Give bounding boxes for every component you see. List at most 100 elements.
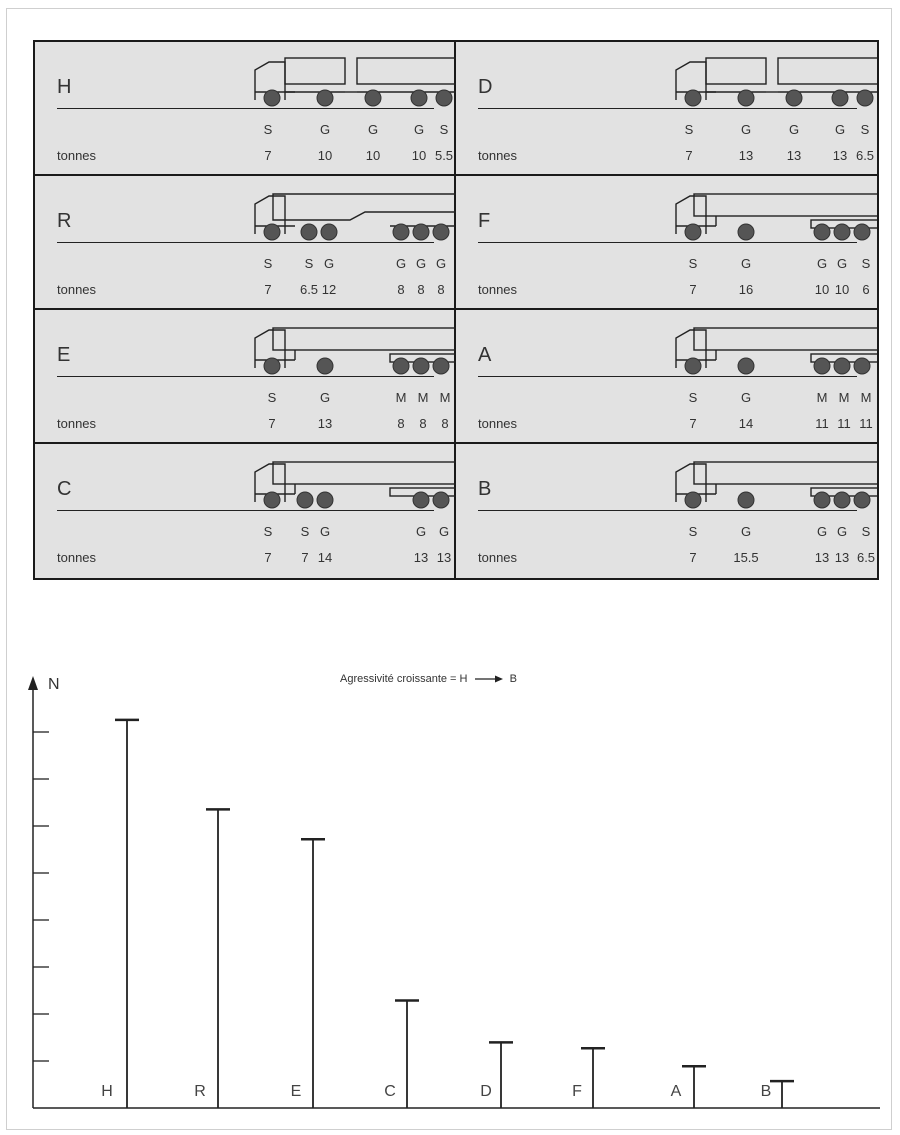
wheel-icon xyxy=(831,89,849,107)
wheel-icon xyxy=(833,223,851,241)
tonnes-label: tonnes xyxy=(57,148,97,163)
axle-type: G xyxy=(435,256,447,271)
axle-load: 13 xyxy=(413,550,429,565)
arrow-right-icon xyxy=(474,675,503,683)
axle-load-row: 7 13 8 8 8 xyxy=(35,416,454,432)
wheel-icon xyxy=(300,223,318,241)
axle-load: 8 xyxy=(437,282,445,297)
tonnes-label: tonnes xyxy=(478,282,518,297)
axle-type: S xyxy=(439,122,449,137)
axle-load: 13 xyxy=(317,416,333,431)
axle-load: 10 xyxy=(814,282,830,297)
axle-type: G xyxy=(319,390,331,405)
axle-load-row: 7 7 14 13 13 xyxy=(35,550,454,566)
axle-load: 13 xyxy=(814,550,830,565)
wheel-icon xyxy=(263,89,281,107)
axle-load: 7 xyxy=(264,148,272,163)
axle-load-row: 7 16 10 10 6 xyxy=(456,282,877,298)
axle-type: G xyxy=(740,122,752,137)
axle-load: 7 xyxy=(264,282,272,297)
axle-load: 15.5 xyxy=(733,550,759,565)
wheel-icon xyxy=(320,223,338,241)
wheel-icon xyxy=(856,89,874,107)
axle-load: 13 xyxy=(738,148,754,163)
truck-icon xyxy=(675,57,877,107)
axle-load: 7 xyxy=(689,550,697,565)
wheel-icon xyxy=(263,223,281,241)
truck-icon xyxy=(254,327,456,375)
wheel-icon xyxy=(684,491,702,509)
bar-label-f: F xyxy=(572,1083,582,1100)
axle-type: M xyxy=(439,390,451,405)
axle-type: S xyxy=(267,390,277,405)
axle-type: G xyxy=(816,524,828,539)
truck-icon xyxy=(675,327,877,375)
axle-type: S xyxy=(263,122,273,137)
wheel-icon xyxy=(737,491,755,509)
axle-type: G xyxy=(415,524,427,539)
tonnes-label: tonnes xyxy=(57,416,97,431)
axle-load: 13 xyxy=(786,148,802,163)
axle-type: G xyxy=(740,524,752,539)
wheel-icon xyxy=(412,491,430,509)
axle-load: 7 xyxy=(268,416,276,431)
axle-load: 6.5 xyxy=(856,550,876,565)
wheel-icon xyxy=(364,89,382,107)
axle-type: G xyxy=(836,256,848,271)
axle-type: G xyxy=(740,256,752,271)
truck-letter: E xyxy=(57,344,71,366)
bar-label-b: B xyxy=(760,1083,772,1100)
axle-type: S xyxy=(688,390,698,405)
axle-type: M xyxy=(860,390,872,405)
truck-letter: B xyxy=(478,478,492,500)
wheel-icon xyxy=(392,223,410,241)
axle-type: G xyxy=(740,390,752,405)
page-frame xyxy=(6,8,892,1130)
axle-type: S xyxy=(861,256,871,271)
chart-title: Agressivité croissante = H B xyxy=(340,673,517,685)
bar-label-r: R xyxy=(194,1083,206,1100)
tonnes-label: tonnes xyxy=(478,416,518,431)
wheel-icon xyxy=(410,89,428,107)
axle-type: S xyxy=(861,524,871,539)
axle-type: S xyxy=(688,524,698,539)
axle-load: 7 xyxy=(689,416,697,431)
axle-type: G xyxy=(367,122,379,137)
wheel-icon xyxy=(853,357,871,375)
axle-load: 10 xyxy=(834,282,850,297)
wheel-icon xyxy=(813,357,831,375)
road-line xyxy=(57,510,434,511)
axle-load-row: 7 6.5 12 8 8 8 xyxy=(35,282,454,298)
wheel-icon xyxy=(833,357,851,375)
axle-load: 14 xyxy=(317,550,333,565)
wheel-icon xyxy=(813,223,831,241)
axle-type: G xyxy=(836,524,848,539)
truck-icon xyxy=(675,461,877,509)
wheel-icon xyxy=(833,491,851,509)
axle-load: 11 xyxy=(837,416,851,431)
truck-letter: F xyxy=(478,210,491,232)
axle-type: S xyxy=(860,122,870,137)
axle-load: 8 xyxy=(397,416,405,431)
bar-label-d: D xyxy=(480,1083,492,1100)
axle-type: S xyxy=(688,256,698,271)
wheel-icon xyxy=(316,357,334,375)
axle-load: 10 xyxy=(365,148,381,163)
axle-type: G xyxy=(438,524,450,539)
axle-load: 13 xyxy=(436,550,452,565)
axle-load: 13 xyxy=(834,550,850,565)
wheel-icon xyxy=(737,89,755,107)
axle-type: G xyxy=(319,524,331,539)
chart-title-text: Agressivité croissante = H xyxy=(340,673,468,685)
